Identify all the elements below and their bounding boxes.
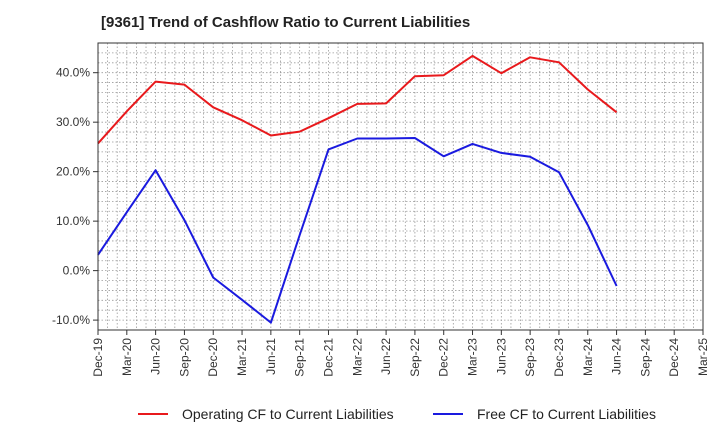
chart-title: [9361] Trend of Cashflow Ratio to Curren… [101,14,471,31]
x-tick-label: Mar-21 [235,338,249,376]
plot-frame [97,42,704,331]
legend: Operating CF to Current Liabilities Free … [138,406,656,422]
x-tick-label: Mar-24 [581,338,595,376]
x-tick-label: Dec-22 [437,338,451,377]
series-line-2 [97,137,618,324]
legend-label: Free CF to Current Liabilities [477,406,656,422]
x-tick-label: Jun-23 [494,338,508,375]
x-tick-label: Dec-23 [552,338,566,377]
y-tick-label: 40.0% [56,66,90,80]
x-tick-label: Sep-23 [523,338,537,377]
x-tick-label: Sep-22 [408,338,422,377]
x-tick-label: Jun-22 [379,338,393,375]
y-axis-ticks: -10.0% 0.0% 10.0% 20.0% 30.0% 40.0% [52,66,98,327]
legend-label: Operating CF to Current Liabilities [182,406,394,422]
x-tick-label: Mar-25 [696,338,710,376]
x-tick-label: Sep-24 [638,338,652,377]
y-tick-label: 20.0% [56,165,90,179]
x-axis-ticks: Dec-19 Mar-20 Jun-20 Sep-20 Dec-20 Mar-21 Jun-… [91,330,710,377]
x-tick-label: Dec-19 [91,338,105,377]
x-tick-label: Jun-20 [149,338,163,375]
x-tick-label: Jun-24 [610,338,624,375]
y-tick-label: 30.0% [56,115,90,129]
x-tick-label: Mar-20 [120,338,134,376]
x-tick-label: Dec-20 [206,338,220,377]
x-tick-label: Mar-23 [466,338,480,376]
y-tick-label: 10.0% [56,214,90,228]
grid [97,43,703,330]
x-tick-label: Sep-20 [177,338,191,377]
x-tick-label: Dec-21 [321,338,335,377]
x-tick-label: Sep-21 [293,338,307,377]
y-tick-label: -10.0% [52,313,90,327]
series-lines [97,54,618,324]
series-line-1 [97,54,618,145]
x-tick-label: Jun-21 [264,338,278,375]
x-tick-label: Dec-24 [667,338,681,377]
y-tick-label: 0.0% [63,264,91,278]
x-tick-label: Mar-22 [350,338,364,376]
